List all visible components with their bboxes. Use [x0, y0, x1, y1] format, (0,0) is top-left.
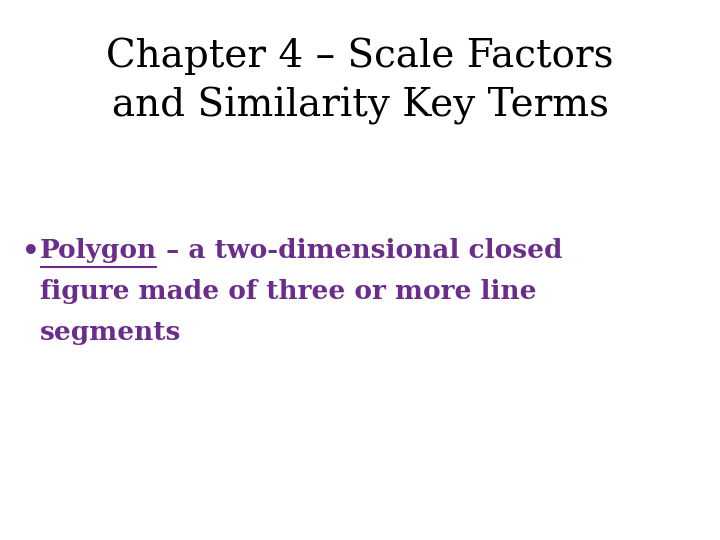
- Text: Polygon: Polygon: [40, 238, 157, 262]
- Text: figure made of three or more line: figure made of three or more line: [40, 279, 536, 304]
- Text: •: •: [22, 238, 40, 265]
- Text: segments: segments: [40, 320, 181, 345]
- Text: – a two-dimensional closed: – a two-dimensional closed: [157, 238, 562, 262]
- Text: Chapter 4 – Scale Factors
and Similarity Key Terms: Chapter 4 – Scale Factors and Similarity…: [107, 38, 613, 125]
